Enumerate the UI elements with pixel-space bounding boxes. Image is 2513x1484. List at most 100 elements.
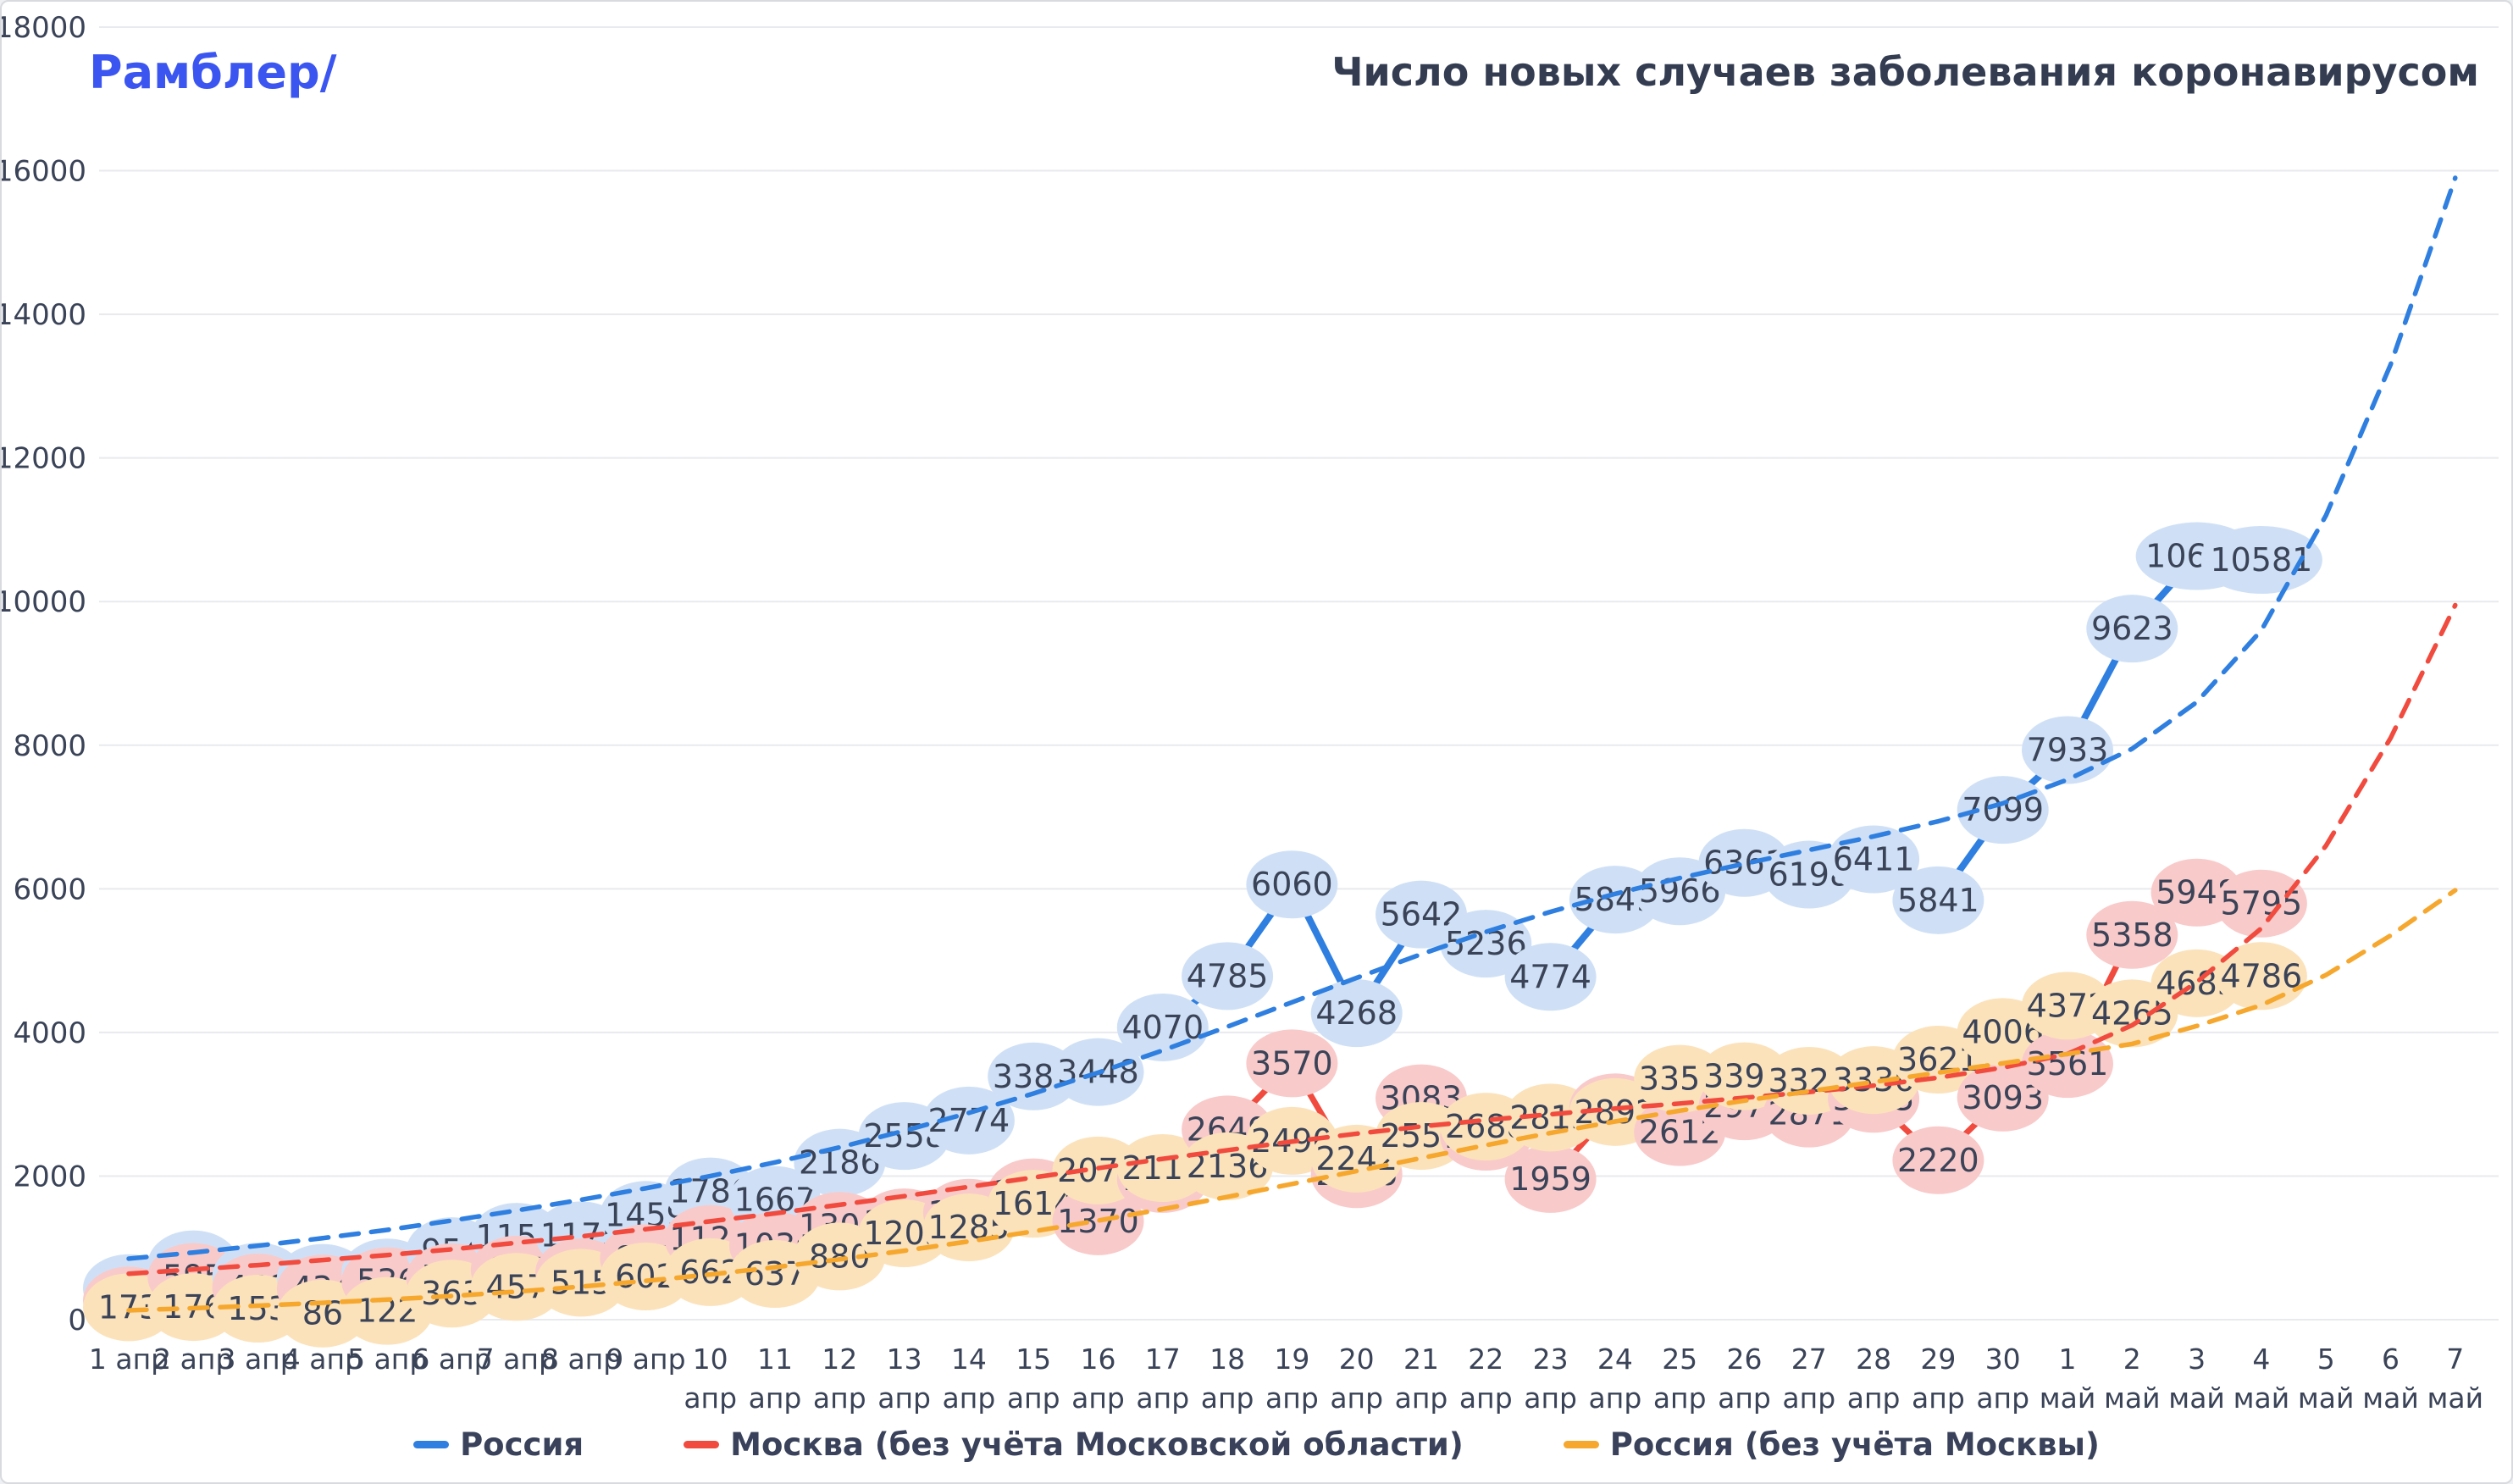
x-tick-label: май: [2104, 1382, 2161, 1415]
legend-label: Россия: [460, 1426, 584, 1463]
data-bubble: [1182, 942, 1274, 1011]
data-bubble: [1504, 1144, 1597, 1213]
x-tick-label: 1 апр: [89, 1343, 169, 1376]
y-tick-label: 12000: [2, 442, 86, 476]
data-bubble: [1310, 979, 1403, 1048]
x-tick-label: 12: [822, 1343, 857, 1376]
legend-item-2: Россия (без учёта Москвы): [1563, 1426, 2100, 1463]
x-tick-label: май: [2427, 1382, 2484, 1415]
x-tick-label: 13: [887, 1343, 922, 1376]
x-tick-label: апр: [877, 1382, 931, 1415]
data-label: 9623: [2091, 610, 2173, 647]
data-label: 4268: [1315, 994, 1398, 1032]
x-tick-label: 21: [1403, 1343, 1439, 1376]
data-bubble: [2215, 869, 2307, 938]
x-tick-label: май: [2298, 1382, 2355, 1415]
data-bubble: [1504, 943, 1597, 1011]
x-tick-label: 1: [2059, 1343, 2077, 1376]
data-bubble: [2200, 525, 2322, 594]
x-tick-label: 4: [2252, 1343, 2270, 1376]
x-tick-label: апр: [1976, 1382, 2029, 1415]
x-tick-label: 3 апр: [218, 1343, 297, 1376]
data-label: 6411: [1833, 840, 1915, 878]
x-tick-label: 2 апр: [153, 1343, 233, 1376]
x-tick-label: 3: [2188, 1343, 2206, 1376]
x-tick-label: апр: [1847, 1382, 1901, 1415]
x-tick-label: май: [2040, 1382, 2096, 1415]
data-bubble: [1116, 1134, 1209, 1203]
x-tick-label: 30: [1985, 1343, 2021, 1376]
x-tick-label: апр: [943, 1382, 996, 1415]
x-tick-label: апр: [1459, 1382, 1513, 1415]
data-label: 1959: [1509, 1160, 1591, 1198]
trend-line: [126, 175, 2458, 1261]
x-tick-label: апр: [1589, 1382, 1642, 1415]
x-tick-label: апр: [749, 1382, 802, 1415]
x-tick-label: апр: [1330, 1382, 1383, 1415]
x-tick-label: 5: [2317, 1343, 2335, 1376]
data-label: 5841: [1897, 882, 1979, 919]
legend-label: Россия (без учёта Москвы): [1609, 1426, 2100, 1463]
x-tick-label: 19: [1274, 1343, 1309, 1376]
y-tick-label: 14000: [2, 298, 86, 332]
data-bubble: [2022, 1030, 2113, 1099]
data-label: 3093: [1962, 1079, 2044, 1116]
x-tick-label: 20: [1339, 1343, 1375, 1376]
y-tick-label: 18000: [2, 11, 86, 45]
x-tick-label: апр: [1912, 1382, 1965, 1415]
x-tick-label: 6 апр: [412, 1343, 491, 1376]
legend-dash-icon: [684, 1441, 720, 1448]
data-label: 4785: [1187, 957, 1269, 994]
data-label: 7933: [2027, 731, 2109, 768]
x-tick-label: 2: [2123, 1343, 2141, 1376]
x-tick-label: 6: [2382, 1343, 2400, 1376]
x-tick-label: апр: [1071, 1382, 1125, 1415]
x-tick-label: 7: [2446, 1343, 2464, 1376]
chart-legend: Россия Москва (без учёта Московской облас…: [2, 1426, 2511, 1463]
data-label: 6060: [1251, 866, 1333, 903]
data-bubble: [1892, 1126, 1984, 1194]
data-bubble: [1246, 850, 1338, 919]
legend-dash-icon: [1563, 1441, 1599, 1448]
data-bubble: [922, 1086, 1015, 1155]
x-tick-label: 25: [1662, 1343, 1697, 1376]
x-tick-label: 8 апр: [541, 1343, 621, 1376]
legend-label: Москва (без учёта Московской области): [730, 1426, 1464, 1463]
x-tick-label: 27: [1791, 1343, 1827, 1376]
y-tick-label: 8000: [13, 729, 86, 763]
x-tick-label: апр: [813, 1382, 866, 1415]
legend-item-0: Россия: [413, 1426, 584, 1463]
data-label: 10581: [2210, 541, 2312, 579]
x-tick-label: май: [2362, 1382, 2419, 1415]
x-tick-label: апр: [1007, 1382, 1060, 1415]
x-tick-label: апр: [1265, 1382, 1319, 1415]
x-tick-label: 7 апр: [477, 1343, 556, 1376]
data-bubble: [2086, 595, 2178, 663]
data-label: 3570: [1251, 1044, 1333, 1082]
data-label: 4070: [1121, 1009, 1204, 1046]
rambler-logo: Рамблер/: [89, 46, 337, 99]
x-tick-label: апр: [1136, 1382, 1189, 1415]
x-tick-label: 22: [1468, 1343, 1503, 1376]
x-tick-label: 26: [1727, 1343, 1763, 1376]
x-tick-label: 11: [757, 1343, 793, 1376]
y-tick-label: 0: [68, 1304, 86, 1337]
y-tick-label: 4000: [13, 1016, 86, 1050]
x-tick-label: 5 апр: [347, 1343, 427, 1376]
x-tick-label: апр: [1201, 1382, 1254, 1415]
data-bubble: [2086, 900, 2178, 969]
y-tick-label: 6000: [13, 872, 86, 906]
x-tick-label: апр: [1653, 1382, 1707, 1415]
x-tick-label: 16: [1081, 1343, 1116, 1376]
data-label: 4786: [2221, 957, 2303, 994]
data-bubble: [1246, 1029, 1338, 1098]
x-tick-label: 29: [1920, 1343, 1956, 1376]
x-tick-label: апр: [1524, 1382, 1577, 1415]
data-label: 4774: [1509, 958, 1591, 995]
x-tick-label: 14: [951, 1343, 987, 1376]
x-tick-label: апр: [1718, 1382, 1771, 1415]
legend-dash-icon: [413, 1441, 450, 1448]
x-tick-label: апр: [684, 1382, 737, 1415]
